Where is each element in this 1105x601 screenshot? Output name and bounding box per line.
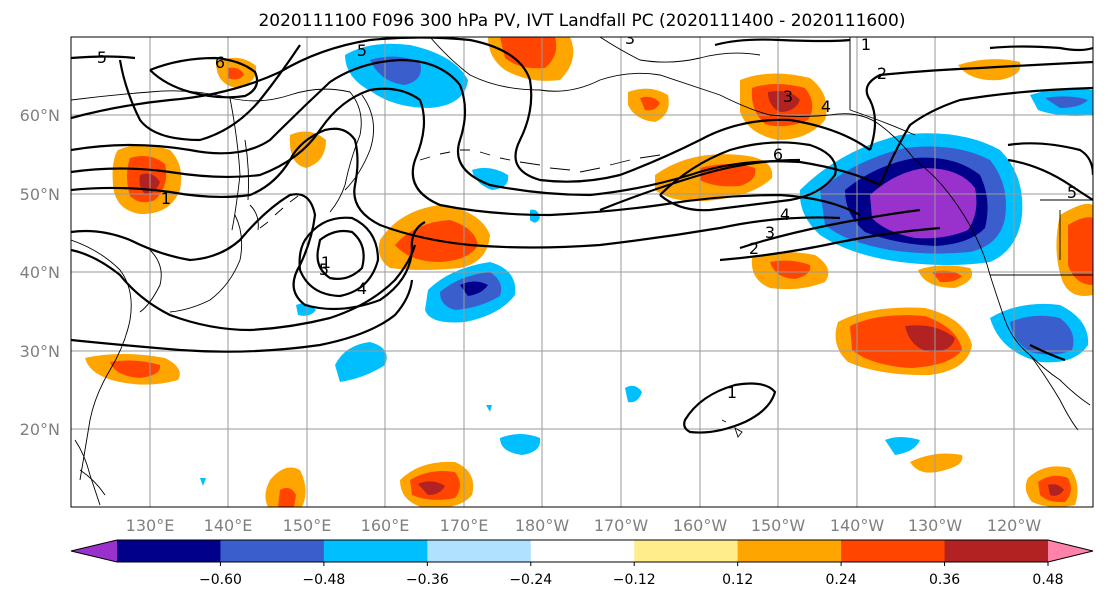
contour-label: 5 — [97, 48, 107, 67]
colorbar-tick-label: 0.12 — [722, 572, 753, 588]
longitude-labels: 130°E 140°E 150°E 160°E 170°E 180°W 170°… — [126, 516, 1042, 535]
map-frame — [70, 36, 1094, 508]
colorbar-cell — [944, 540, 1049, 562]
colorbar-tick-label: 0.36 — [929, 572, 960, 588]
colorbar-tick-label: −0.24 — [509, 572, 552, 588]
lon-label: 130°W — [908, 516, 963, 535]
lon-label: 160°E — [361, 516, 410, 535]
colorbar-tick-label: −0.48 — [302, 572, 345, 588]
contour-label: 5 — [319, 260, 329, 279]
colorbar-tick-label: 0.48 — [1032, 572, 1063, 588]
colorbar-cell — [220, 540, 325, 562]
lon-label: 140°W — [830, 516, 885, 535]
contour-label: 1 — [161, 189, 171, 208]
colorbar-extend-high — [1048, 540, 1093, 562]
map-title: 2020111100 F096 300 hPa PV, IVT Landfall… — [258, 11, 905, 31]
colorbar-cells — [117, 540, 1049, 562]
lon-label: 160°W — [673, 516, 728, 535]
lat-label: 20°N — [20, 420, 60, 439]
colorbar-cell — [323, 540, 428, 562]
lat-label: 60°N — [20, 106, 60, 125]
lon-label: 150°E — [283, 516, 332, 535]
colorbar-cell — [737, 540, 842, 562]
colorbar-cell — [634, 540, 739, 562]
colorbar-labels: −0.60 −0.48 −0.36 −0.24 −0.12 0.12 0.24 0.36 0.4… — [199, 562, 1064, 588]
lon-label: 180°W — [515, 516, 570, 535]
latitude-labels: 60°N 50°N 40°N 30°N 20°N — [20, 106, 60, 439]
colorbar-tick-label: −0.36 — [406, 572, 449, 588]
colorbar-cell — [117, 540, 221, 562]
contour-label: 6 — [215, 53, 225, 72]
contour-label: 5 — [1067, 183, 1077, 202]
colorbar-extend-low — [71, 540, 117, 562]
lon-label: 120°W — [987, 516, 1042, 535]
contour-label: 3 — [783, 87, 793, 106]
colorbar-cell — [427, 540, 532, 562]
colorbar-tick-label: 0.24 — [826, 572, 857, 588]
lat-label: 40°N — [20, 263, 60, 282]
colorbar-cell — [841, 540, 946, 562]
contour-label: 4 — [780, 205, 790, 224]
contour-label: 1 — [321, 253, 331, 272]
contour-label: 1 — [861, 35, 871, 54]
lon-label: 140°E — [204, 516, 253, 535]
contour-label: 4 — [821, 97, 831, 116]
colorbar: −0.60 −0.48 −0.36 −0.24 −0.12 0.12 0.24 0.36 0.4… — [70, 539, 1094, 588]
contour-label: 5 — [357, 41, 367, 60]
contour-label: 4 — [357, 279, 367, 298]
coastlines — [71, 37, 1093, 506]
contour-label: 2 — [877, 64, 887, 83]
pv-contours — [71, 37, 1093, 434]
contour-label: 2 — [749, 239, 759, 258]
contour-label: 6 — [773, 145, 783, 164]
contour-label: 1 — [727, 383, 737, 402]
negative-anomaly-shading — [200, 43, 1093, 486]
contour-labels: 5 6 5 3 1 2 3 4 1 5 1 4 6 4 3 2 5 1 — [97, 29, 1077, 402]
lon-label: 150°W — [751, 516, 806, 535]
contour-label: 3 — [765, 223, 775, 242]
contour-label: 3 — [625, 29, 635, 48]
lon-label: 170°E — [440, 516, 489, 535]
map-area: 5 6 5 3 1 2 3 4 1 5 1 4 6 4 3 2 5 1 — [71, 29, 1093, 507]
colorbar-tick-label: −0.12 — [613, 572, 656, 588]
lon-label: 130°E — [126, 516, 175, 535]
lon-label: 170°W — [594, 516, 649, 535]
colorbar-cell — [530, 540, 635, 562]
lat-label: 50°N — [20, 185, 60, 204]
colorbar-tick-label: −0.60 — [199, 572, 242, 588]
lat-label: 30°N — [20, 342, 60, 361]
